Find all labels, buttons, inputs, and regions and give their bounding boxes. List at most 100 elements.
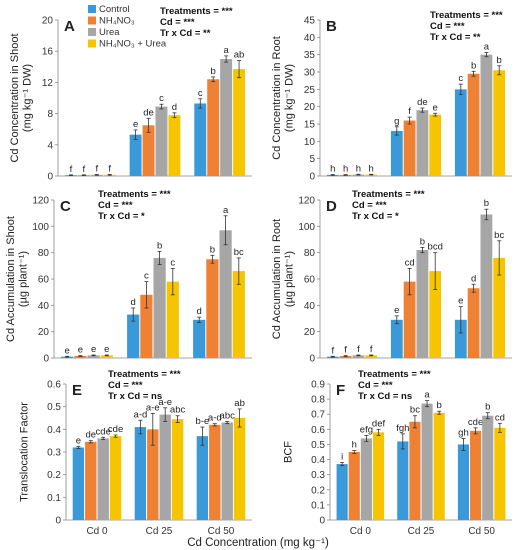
significance-letter: h [330, 164, 335, 175]
stats-text: Tr x Cd = ** [430, 32, 481, 43]
y-axis-label: Cd Concentration in Root(mg kg⁻¹ DW) [271, 36, 296, 160]
stats-text: Cd = *** [108, 380, 143, 391]
significance-letter: bcd [428, 242, 443, 253]
significance-letter: e [104, 344, 109, 355]
stats-text: Treatments = *** [98, 189, 171, 200]
y-tick-label: 0.1 [311, 500, 325, 511]
stats-text: Cd = *** [358, 380, 393, 391]
y-axis-label: Translocation Factor [18, 402, 30, 502]
x-tick-label: Cd 25 [146, 526, 173, 537]
y-tick-label: 0.3 [47, 448, 61, 459]
significance-letter: a [424, 390, 430, 401]
stats-text: Cd = *** [430, 21, 465, 32]
panel-letter: E [72, 382, 82, 399]
significance-letter: a [223, 205, 229, 216]
bar [429, 114, 442, 176]
y-axis-label: Cd Accumulation in Root(µg plant⁻¹) [271, 219, 296, 339]
bar [85, 441, 97, 520]
bar [193, 319, 206, 358]
significance-letter: def [372, 418, 386, 429]
significance-letter: e [458, 296, 463, 307]
bar [109, 436, 122, 520]
significance-letter: a [484, 42, 490, 53]
y-tick-label: 120 [32, 196, 49, 207]
bar [171, 419, 184, 520]
significance-letter: d [471, 273, 476, 284]
significance-letter: h [343, 164, 348, 175]
significance-letter: e [78, 345, 83, 356]
significance-letter: f [108, 163, 111, 174]
panel-letter: C [60, 198, 71, 215]
stats-text: Cd = *** [98, 200, 133, 211]
panel-letter: A [64, 18, 75, 35]
significance-letter: h [352, 439, 357, 450]
significance-letter: abc [170, 405, 186, 416]
x-tick-label: Cd 25 [408, 526, 435, 537]
y-tick-label: 30 [304, 68, 316, 79]
significance-letter: f [331, 345, 334, 356]
bar [155, 106, 168, 176]
legend-swatch [88, 28, 96, 36]
bar [147, 429, 159, 520]
y-tick-label: 0.5 [47, 402, 61, 413]
y-tick-label: 12 [42, 78, 54, 89]
bar [372, 432, 385, 520]
y-tick-label: 80 [304, 248, 316, 259]
significance-letter: e [65, 345, 70, 356]
y-tick-label: 20 [304, 102, 316, 113]
bar [352, 355, 365, 358]
y-tick-label: 0 [319, 516, 325, 527]
y-tick-label: 0.2 [311, 485, 325, 496]
significance-letter: c [458, 73, 463, 84]
significance-letter: e [433, 102, 438, 113]
y-tick-label: 0 [55, 516, 61, 527]
significance-letter: abc [220, 410, 236, 421]
bar [168, 115, 181, 176]
bar [416, 250, 429, 358]
significance-letter: b [157, 240, 162, 251]
bar [494, 427, 506, 520]
y-tick-label: 0.5 [311, 440, 325, 451]
y-tick-label: 35 [304, 50, 316, 61]
bar [219, 230, 232, 358]
stats-text: Tr x Cd = ns [358, 391, 412, 402]
bar [433, 412, 445, 520]
stats-text: Tr x Cd = * [98, 211, 145, 222]
bar [142, 125, 155, 176]
significance-letter: e [91, 344, 96, 355]
bar [470, 430, 482, 520]
significance-letter: cde [468, 417, 483, 428]
y-tick-label: 120 [298, 196, 315, 207]
significance-letter: h [369, 163, 374, 174]
y-tick-label: 60 [304, 275, 316, 286]
y-tick-label: 20 [42, 16, 54, 27]
legend-swatch [88, 5, 96, 13]
bar [390, 130, 403, 176]
significance-letter: e [394, 305, 399, 316]
significance-letter: f [344, 345, 347, 356]
significance-letter: de [86, 430, 97, 441]
bar [97, 438, 109, 520]
legend-label: NH₄NO₃ + Urea [99, 39, 167, 50]
y-tick-label: 0.6 [311, 425, 325, 436]
stats-text: Treatments = *** [358, 369, 431, 380]
significance-letter: cde [96, 426, 111, 437]
legend-label: Urea [99, 27, 120, 38]
bar [429, 271, 442, 358]
significance-letter: c [159, 93, 164, 104]
bar [454, 319, 467, 358]
significance-letter: c [170, 257, 175, 268]
panel-a: 0 4 8 12 16 20 Cd Concentration in Shoot(mg kg… [9, 6, 252, 183]
bar [232, 271, 245, 358]
significance-letter: cde [108, 424, 123, 435]
bar [409, 421, 421, 520]
bar [159, 414, 171, 520]
bar [153, 257, 166, 358]
x-tick-label: Cd 50 [208, 526, 235, 537]
bar [360, 438, 372, 520]
significance-letter: f [408, 106, 411, 117]
panel-d: 0 20 40 60 80 100 120 Cd Accumulation in Root(µ… [271, 189, 512, 365]
significance-letter: gh [458, 427, 469, 438]
bar [421, 403, 433, 520]
